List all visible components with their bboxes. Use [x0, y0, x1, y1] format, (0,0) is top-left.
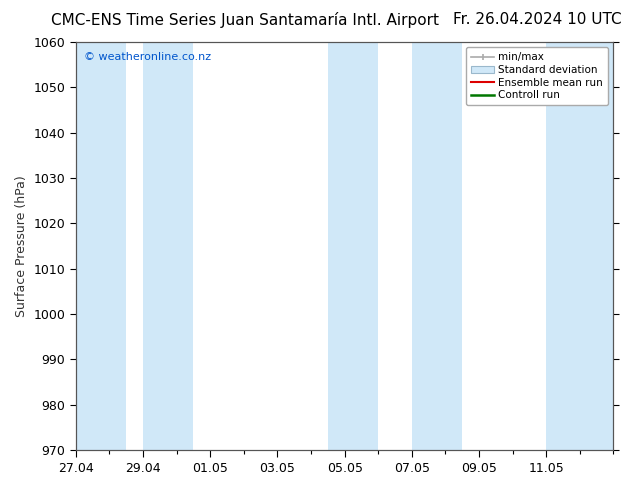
Bar	[143, 42, 193, 450]
Bar	[547, 42, 614, 450]
Bar	[412, 42, 462, 450]
Text: © weatheronline.co.nz: © weatheronline.co.nz	[84, 52, 211, 62]
Bar	[328, 42, 378, 450]
Bar	[76, 42, 126, 450]
Legend: min/max, Standard deviation, Ensemble mean run, Controll run: min/max, Standard deviation, Ensemble me…	[466, 47, 608, 105]
Text: Fr. 26.04.2024 10 UTC: Fr. 26.04.2024 10 UTC	[453, 12, 621, 27]
Y-axis label: Surface Pressure (hPa): Surface Pressure (hPa)	[15, 175, 28, 317]
Text: CMC-ENS Time Series Juan Santamaría Intl. Airport: CMC-ENS Time Series Juan Santamaría Intl…	[51, 12, 439, 28]
